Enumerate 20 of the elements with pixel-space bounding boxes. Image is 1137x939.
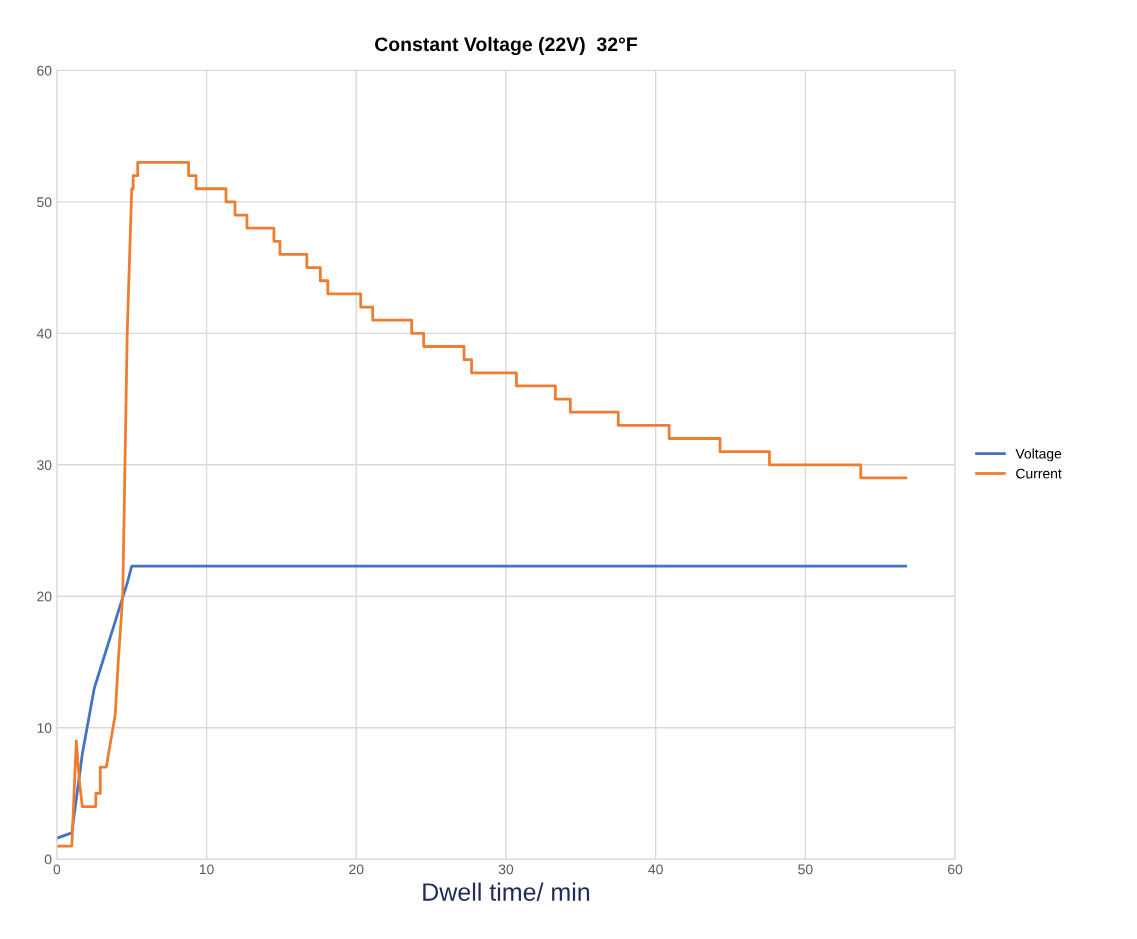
y-tick-label: 0 [44, 854, 52, 865]
line-series [56, 161, 908, 848]
chart-title: Constant Voltage (22V) 32°F [375, 36, 638, 56]
line-series [56, 564, 908, 840]
y-tick-label: 50 [37, 197, 52, 208]
y-tick-label: 60 [37, 65, 52, 76]
x-tick-label: 40 [648, 864, 663, 875]
y-tick-label: 20 [37, 591, 52, 602]
x-tick-label: 50 [798, 864, 813, 875]
legend-label: Current [1016, 468, 1062, 479]
x-tick-label: 10 [199, 864, 214, 875]
y-tick-label: 40 [36, 328, 52, 339]
x-tick-label: 20 [349, 864, 364, 875]
y-tick-label: 30 [37, 460, 52, 470]
legend-label: Voltage [1015, 448, 1062, 462]
x-tick-label: 0 [53, 864, 61, 875]
x-tick-label: 60 [948, 864, 963, 875]
x-tick-label: 30 [498, 864, 514, 875]
x-axis-title: Dwell time/ min [423, 882, 590, 901]
y-tick-label: 10 [37, 723, 52, 733]
